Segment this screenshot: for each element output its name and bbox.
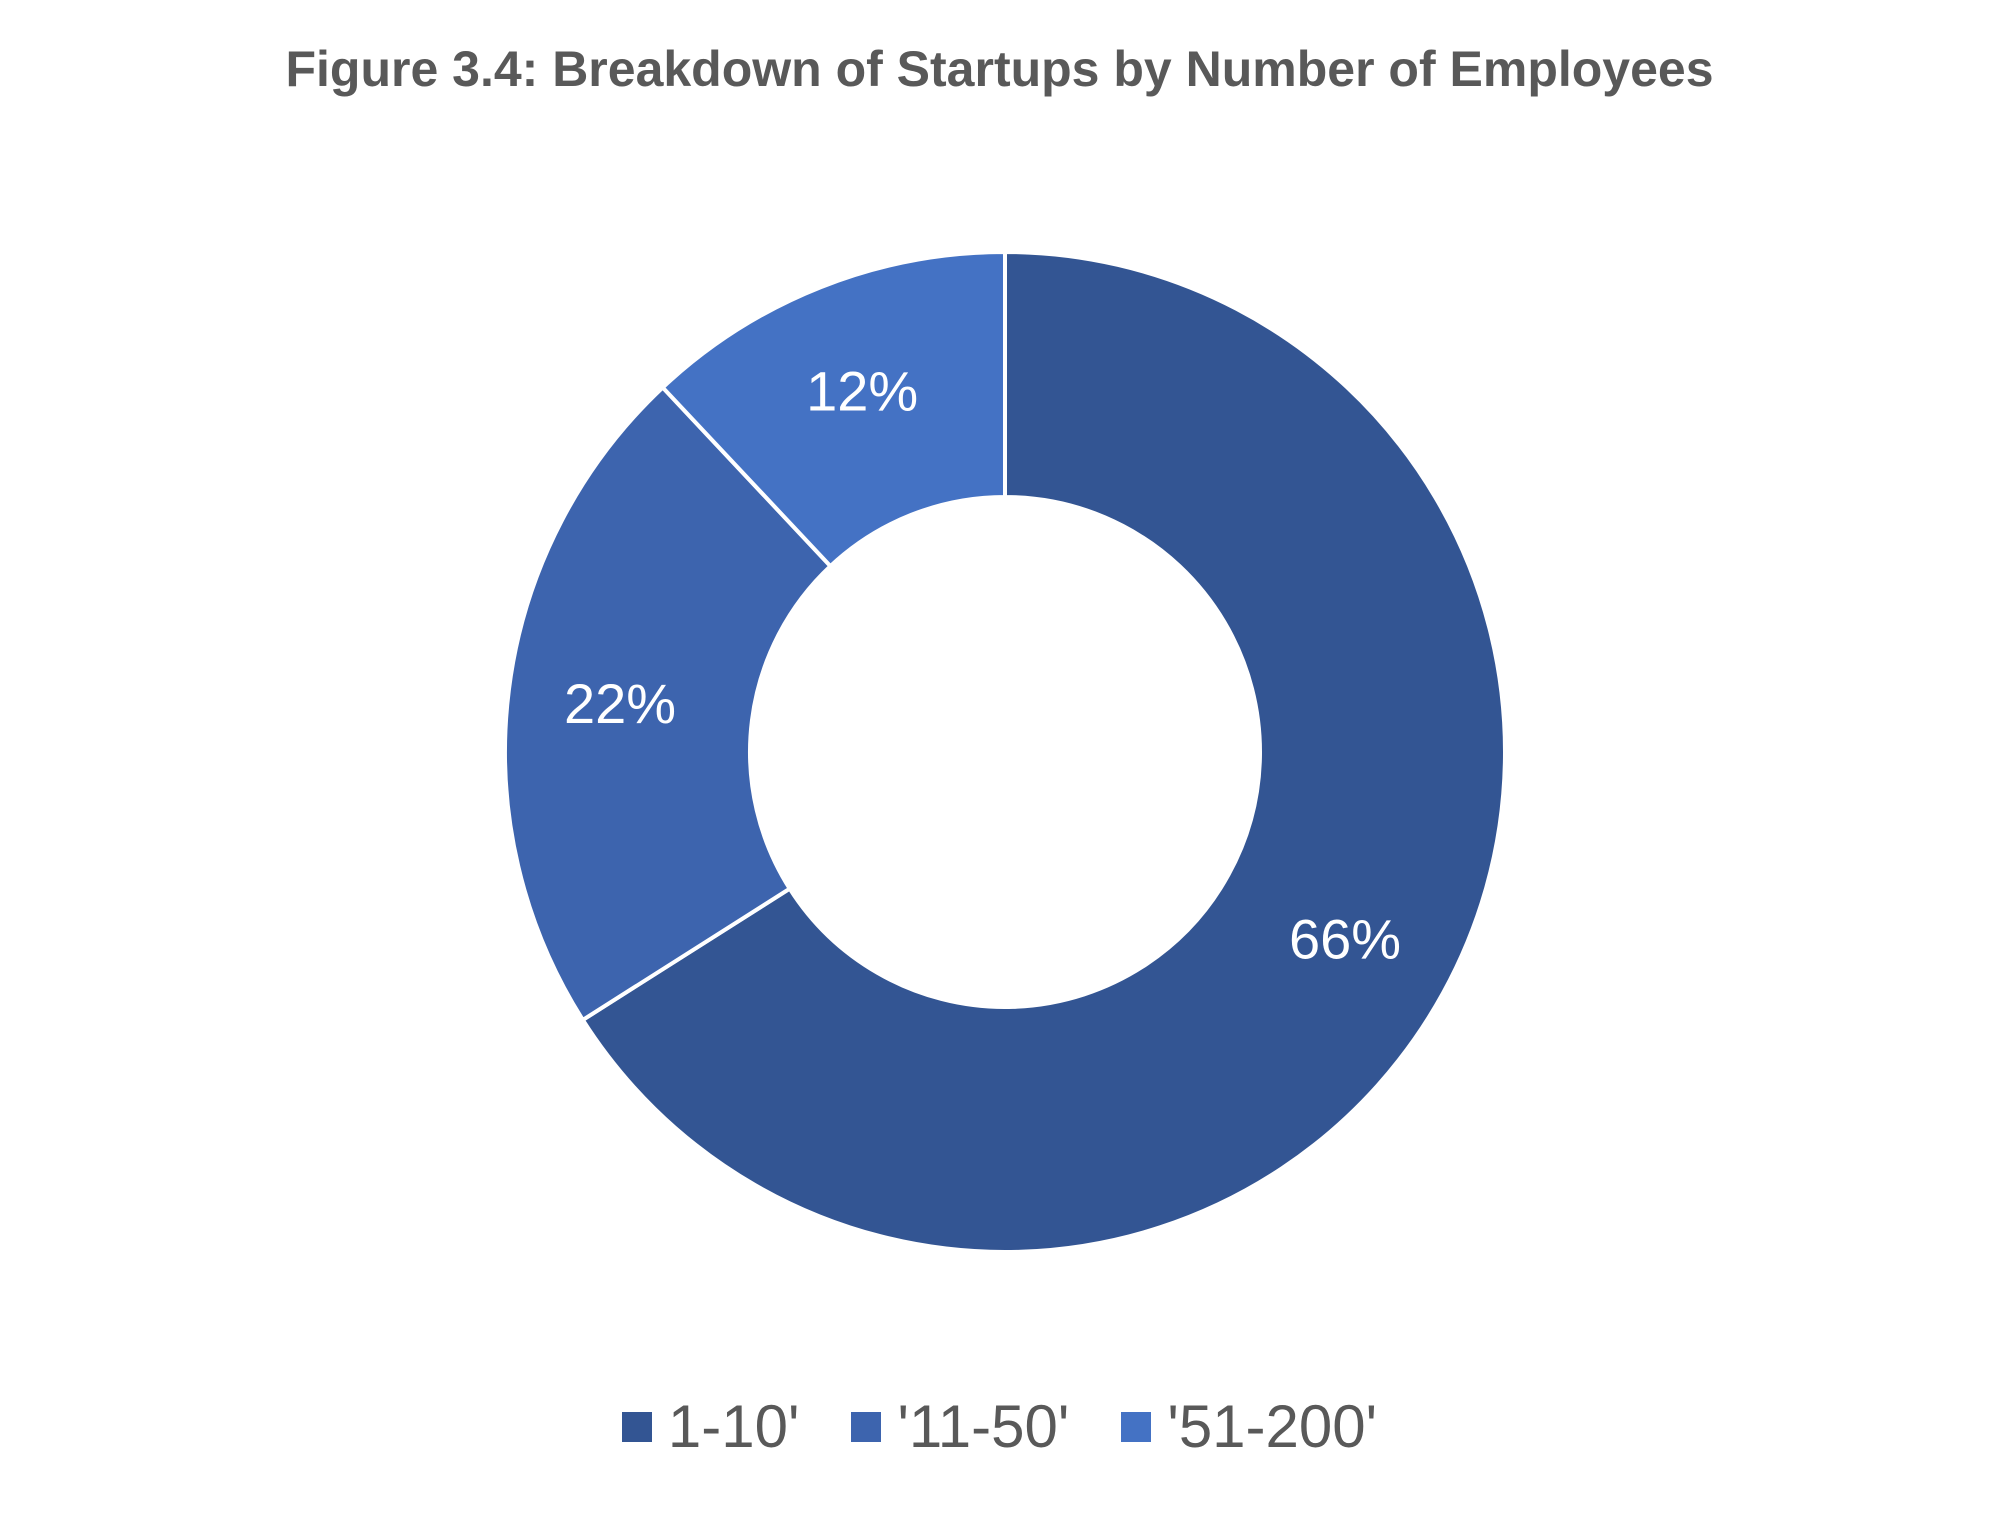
legend-item-51-200: '51-200' xyxy=(1121,1392,1377,1461)
legend-label-1-10: 1-10' xyxy=(667,1393,800,1460)
legend-swatch-11-50 xyxy=(851,1411,882,1442)
legend-swatch-1-10 xyxy=(621,1411,652,1442)
chart-title: Figure 3.4: Breakdown of Startups by Num… xyxy=(285,41,1714,97)
legend-item-11-50: '11-50' xyxy=(851,1392,1069,1461)
legend-label-11-50: '11-50' xyxy=(897,1393,1070,1460)
slice-51-200 xyxy=(659,249,1007,569)
data-label-1-10: 66% xyxy=(1289,907,1401,970)
data-labels: 66% 22% 12% xyxy=(564,360,1401,971)
legend-label-51-200: '51-200' xyxy=(1167,1393,1378,1460)
legend-swatch-51-200 xyxy=(1121,1411,1152,1442)
slice-11-50 xyxy=(503,384,834,1023)
data-label-51-200: 12% xyxy=(806,360,918,423)
data-label-11-50: 22% xyxy=(564,672,676,735)
donut-slices xyxy=(503,249,1507,1254)
legend-item-1-10: 1-10' xyxy=(621,1392,800,1461)
slice-1-10 xyxy=(580,249,1507,1254)
legend: 1-10' '11-50' '51-200' xyxy=(0,1392,1999,1461)
